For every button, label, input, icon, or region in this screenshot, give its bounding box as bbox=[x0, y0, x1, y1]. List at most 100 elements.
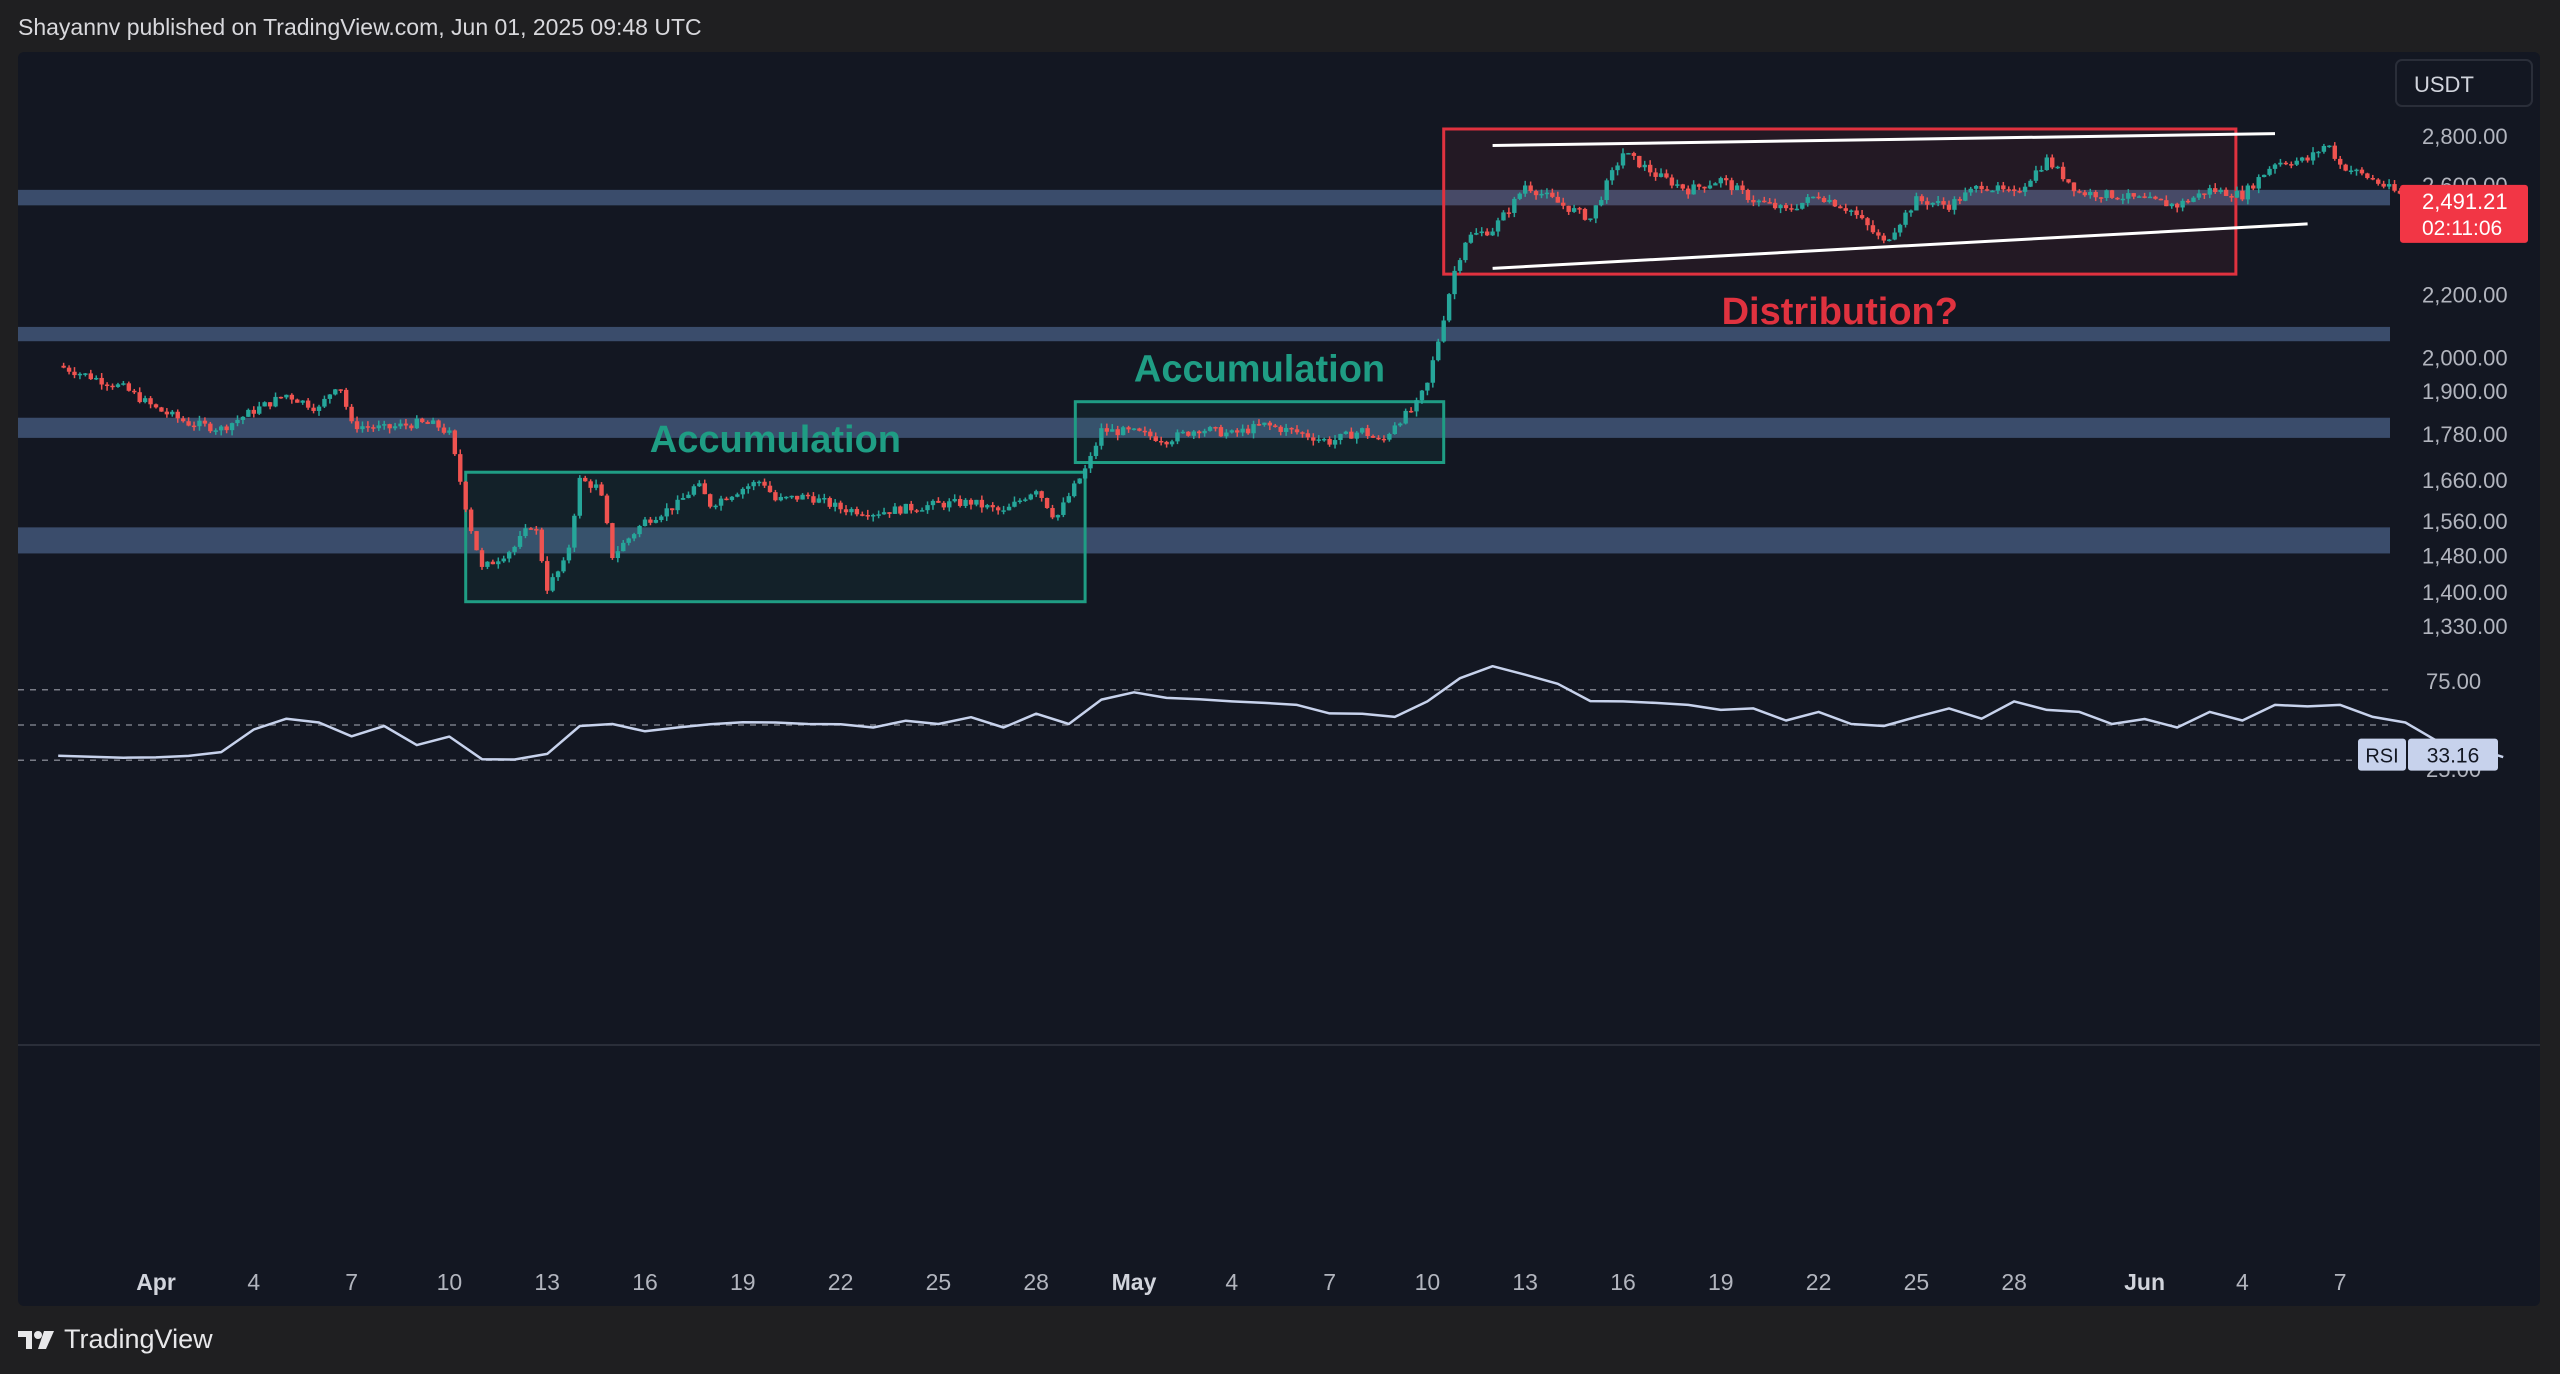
candle bbox=[88, 369, 93, 380]
candle bbox=[876, 510, 881, 519]
candle bbox=[1550, 188, 1555, 199]
candle bbox=[506, 550, 512, 563]
candle-body bbox=[164, 411, 170, 415]
candle bbox=[1647, 160, 1653, 177]
candle-body bbox=[1479, 231, 1484, 234]
candle bbox=[2256, 174, 2261, 194]
candle bbox=[267, 402, 273, 410]
candle-body bbox=[219, 426, 224, 431]
candle bbox=[2109, 189, 2115, 199]
candle-body bbox=[273, 396, 278, 407]
currency-label[interactable]: USDT bbox=[2395, 59, 2533, 107]
candle-body bbox=[430, 420, 436, 424]
candle-body bbox=[1403, 410, 1408, 424]
candle bbox=[1175, 429, 1180, 445]
candle-body bbox=[1360, 428, 1365, 433]
candle-body bbox=[1756, 200, 1762, 203]
candle-body bbox=[1604, 180, 1609, 201]
candle-body bbox=[593, 484, 599, 488]
candle bbox=[1235, 428, 1240, 437]
candle bbox=[164, 408, 170, 418]
price-axis: 2,800.002,600.002,200.002,000.001,900.00… bbox=[2400, 124, 2528, 639]
candle-body bbox=[2370, 177, 2375, 180]
accumulation-label-1: Accumulation bbox=[1134, 349, 1385, 391]
candle-body bbox=[664, 508, 669, 517]
candle-body bbox=[2164, 200, 2169, 207]
candle-body bbox=[327, 394, 333, 399]
candle bbox=[202, 417, 208, 427]
candle bbox=[2136, 195, 2142, 198]
candle bbox=[1995, 181, 2001, 195]
candle bbox=[631, 532, 637, 542]
candle bbox=[974, 499, 979, 507]
candle bbox=[2131, 192, 2136, 200]
candle bbox=[94, 375, 99, 381]
candle bbox=[485, 561, 490, 570]
candle-body bbox=[1034, 491, 1039, 495]
candle-body bbox=[295, 399, 300, 403]
candle bbox=[1935, 196, 1941, 207]
candle bbox=[1566, 205, 1571, 215]
candle-body bbox=[653, 519, 659, 523]
candle-body bbox=[1609, 170, 1615, 181]
candle-body bbox=[1963, 192, 1968, 201]
candle-body bbox=[1267, 422, 1273, 426]
candle-body bbox=[1946, 204, 1952, 210]
candle bbox=[1604, 178, 1609, 204]
candle bbox=[1620, 148, 1626, 169]
candle-body bbox=[2299, 157, 2305, 161]
rsi-name-text: RSI bbox=[2365, 746, 2398, 768]
candle-body bbox=[2191, 197, 2196, 202]
candle bbox=[1490, 227, 1495, 236]
price-tick-label: 1,480.00 bbox=[2422, 544, 2508, 569]
candle bbox=[903, 503, 908, 514]
candle-body bbox=[1979, 185, 1984, 190]
candle bbox=[979, 495, 985, 513]
candle bbox=[175, 409, 180, 423]
candle-body bbox=[2365, 173, 2370, 178]
candle bbox=[2207, 184, 2212, 199]
price-chart[interactable]: Accumulation Accumulation Distribution? 75… bbox=[18, 52, 2540, 1306]
candle-body bbox=[180, 418, 186, 422]
candle bbox=[349, 404, 354, 424]
candle-body bbox=[1142, 430, 1148, 433]
candle-body bbox=[2060, 166, 2066, 180]
candle-body bbox=[1501, 212, 1506, 221]
last-price-badge bbox=[2400, 184, 2528, 243]
candle-body bbox=[1767, 202, 1772, 204]
candle-body bbox=[1430, 360, 1436, 383]
candle bbox=[1686, 185, 1691, 199]
candle-body bbox=[2153, 196, 2158, 199]
candle-body bbox=[778, 496, 784, 501]
candle-body bbox=[1414, 400, 1419, 412]
candle-body bbox=[2055, 166, 2060, 169]
candle bbox=[2153, 195, 2158, 200]
candle-body bbox=[213, 430, 218, 432]
candle bbox=[952, 494, 957, 503]
candle-body bbox=[1235, 430, 1240, 433]
candle bbox=[1338, 433, 1343, 445]
candle bbox=[1512, 196, 1517, 218]
candle bbox=[1398, 422, 1403, 427]
candle-body bbox=[1919, 196, 1925, 202]
candle-body bbox=[66, 367, 72, 372]
candle bbox=[425, 420, 430, 425]
time-tick-label: 25 bbox=[1904, 1269, 1930, 1295]
candle bbox=[534, 525, 539, 535]
candle bbox=[1251, 420, 1256, 439]
candle bbox=[963, 498, 968, 509]
candle bbox=[675, 495, 680, 515]
candle-body bbox=[963, 499, 968, 506]
candle-body bbox=[637, 526, 642, 535]
candle-body bbox=[1425, 382, 1430, 391]
candle-body bbox=[1169, 441, 1175, 445]
chart-panel[interactable]: Accumulation Accumulation Distribution? 75… bbox=[18, 52, 2540, 1306]
candle-body bbox=[2028, 180, 2033, 187]
candle-body bbox=[1376, 437, 1381, 440]
candle bbox=[2164, 195, 2169, 207]
candle-body bbox=[746, 486, 751, 489]
candle bbox=[626, 537, 631, 546]
candle-body bbox=[1881, 235, 1886, 241]
candle bbox=[794, 495, 800, 502]
candle-body bbox=[903, 503, 908, 514]
